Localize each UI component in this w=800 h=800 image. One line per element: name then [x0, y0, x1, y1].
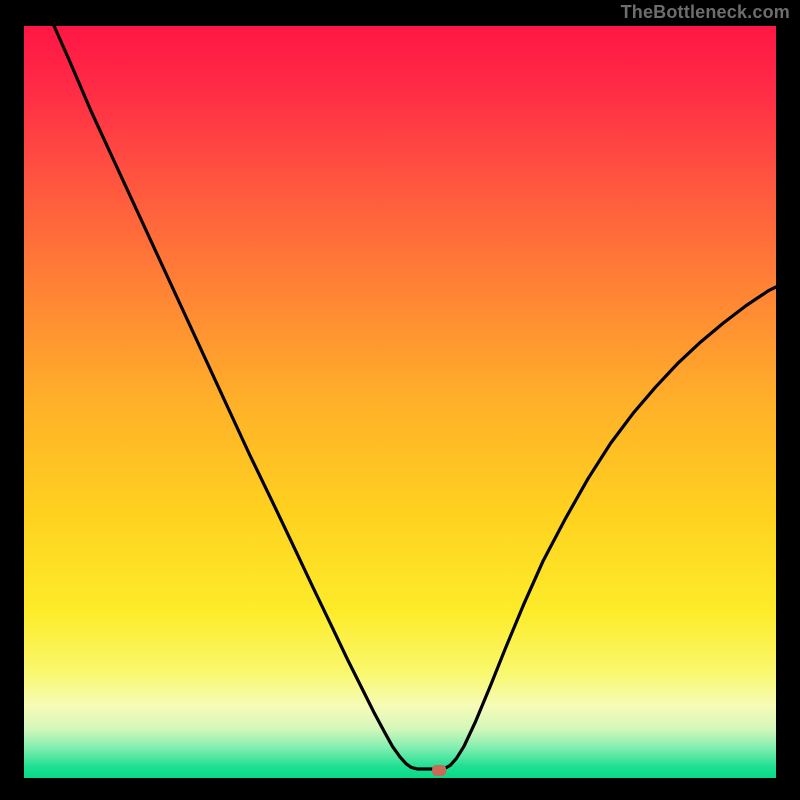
- gradient-background: [24, 26, 776, 778]
- plot-svg: [24, 26, 776, 778]
- watermark-text: TheBottleneck.com: [621, 2, 790, 23]
- chart-frame: TheBottleneck.com: [0, 0, 800, 800]
- bottleneck-marker: [432, 765, 446, 776]
- plot-area: [24, 26, 776, 778]
